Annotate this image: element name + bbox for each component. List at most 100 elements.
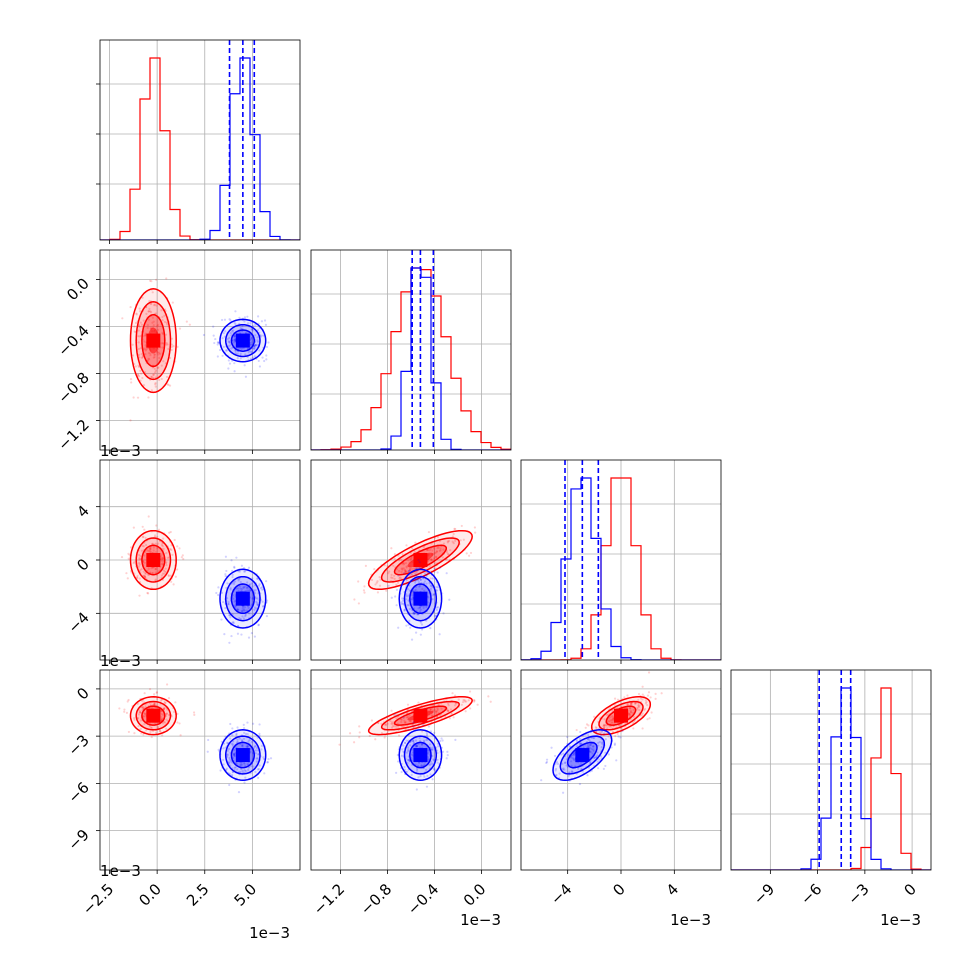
scatter-point [254, 323, 257, 326]
scatter-point [445, 551, 449, 554]
scatter-point [579, 742, 582, 745]
scatter-point [390, 596, 393, 599]
scatter-point [149, 279, 152, 282]
scatter-point [150, 735, 153, 739]
scatter-point [604, 751, 607, 754]
scatter-point [240, 633, 243, 636]
scatter-point [145, 348, 148, 351]
scatter-point [154, 385, 157, 388]
scatter-point [225, 349, 228, 352]
scatter-point [615, 759, 618, 762]
scatter-point [610, 746, 613, 749]
scatter-point [133, 732, 136, 735]
scatter-point [179, 734, 182, 737]
scatter-point [148, 358, 151, 361]
scatter-point [447, 539, 451, 543]
scatter-point [401, 748, 404, 751]
scatter-point [234, 334, 237, 338]
scatter-point [144, 334, 147, 337]
scatter-point [162, 360, 165, 363]
scatter-point [238, 570, 241, 573]
scatter-point [151, 542, 154, 545]
scatter-point [389, 719, 392, 723]
scatter-point [265, 354, 268, 357]
scatter-point [160, 563, 163, 566]
scatter-point [596, 754, 599, 757]
contour-series-0 [141, 705, 166, 726]
scatter-point [147, 318, 150, 321]
scatter-point [236, 608, 240, 611]
scatter-point [398, 576, 402, 579]
scatter-point [435, 550, 438, 553]
scatter-point [406, 746, 410, 749]
scatter-point [650, 711, 653, 714]
scatter-point [573, 753, 576, 756]
scatter-point [405, 579, 408, 582]
scatter-point [407, 599, 410, 602]
scatter-point [262, 334, 265, 337]
scatter-point [476, 703, 479, 706]
scatter-point [391, 725, 394, 728]
scatter-point [436, 758, 439, 762]
scatter-point [232, 341, 236, 344]
scatter-point [412, 611, 415, 614]
scatter-point [236, 587, 240, 590]
scatter-point [152, 376, 155, 379]
scatter-point [419, 578, 422, 581]
scatter-point [148, 299, 151, 303]
scatter-point [433, 731, 436, 734]
scatter-point [129, 546, 133, 549]
scatter-point [250, 338, 253, 341]
scatter-point [153, 702, 156, 705]
contour-series-0 [141, 313, 166, 368]
contour-series-1 [230, 329, 256, 352]
scatter-point [402, 750, 405, 753]
scatter-point [235, 733, 238, 736]
scatter-point [540, 779, 543, 782]
scatter-point [233, 755, 236, 758]
scatter-point [462, 699, 465, 702]
scatter-point [401, 567, 404, 570]
scatter-point [412, 740, 415, 743]
scatter-point [118, 707, 121, 710]
scatter-point [562, 752, 565, 755]
scatter-point [161, 560, 164, 563]
scatter-point [250, 341, 253, 344]
scatter-point [404, 570, 407, 573]
scatter-point [610, 721, 613, 724]
scatter-point [166, 323, 169, 326]
scatter-point [599, 731, 602, 734]
scatter-point [138, 561, 141, 565]
scatter-point [142, 733, 145, 736]
scatter-point [561, 768, 564, 771]
scatter-point [405, 624, 408, 627]
scatter-point [236, 352, 239, 355]
scatter-point [226, 582, 229, 585]
panel-frame [99, 249, 301, 451]
scatter-point [250, 741, 253, 744]
scatter-point [387, 572, 390, 575]
scatter-point [137, 329, 140, 332]
scatter-point [570, 764, 573, 767]
x-tick-label: 2.5 [183, 880, 213, 910]
scatter-point [174, 701, 177, 704]
scatter-point [226, 749, 229, 752]
scatter-point [233, 565, 236, 568]
scatter-point [220, 318, 224, 322]
y-tick-label: −9 [64, 826, 92, 854]
scatter-point [434, 562, 437, 565]
scatter-point [260, 748, 263, 751]
scatter-point [156, 366, 159, 370]
scatter-point [254, 749, 258, 752]
scatter-point [256, 336, 259, 339]
scatter-point [609, 725, 613, 728]
scatter-point [242, 586, 245, 589]
panel-1-0 [96, 249, 301, 454]
scatter-point [649, 696, 652, 699]
scatter-point [418, 606, 422, 609]
scatter-point [143, 722, 146, 726]
scatter-point [153, 303, 157, 306]
scatter-point [164, 562, 167, 565]
scatter-point [239, 580, 242, 584]
contour-series-1 [224, 575, 261, 622]
